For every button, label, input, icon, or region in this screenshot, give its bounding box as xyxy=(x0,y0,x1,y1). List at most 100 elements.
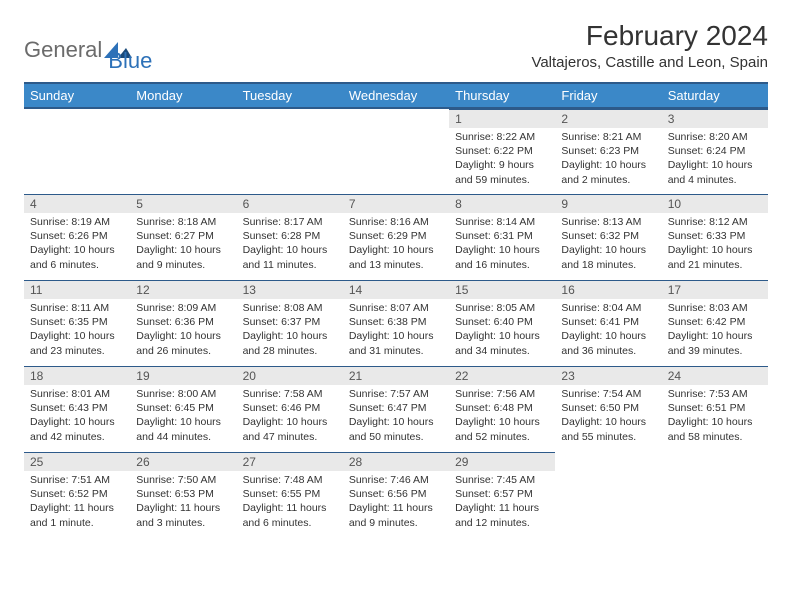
day-number: 18 xyxy=(24,366,130,385)
sunrise-text: Sunrise: 8:00 AM xyxy=(136,387,230,401)
daylight-text: Daylight: 10 hours and 34 minutes. xyxy=(455,329,549,357)
weekday-header: Tuesday xyxy=(237,83,343,108)
calendar-cell: 2Sunrise: 8:21 AMSunset: 6:23 PMDaylight… xyxy=(555,108,661,194)
title-block: February 2024 Valtajeros, Castille and L… xyxy=(531,20,768,71)
sunset-text: Sunset: 6:46 PM xyxy=(243,401,337,415)
calendar-cell: 26Sunrise: 7:50 AMSunset: 6:53 PMDayligh… xyxy=(130,452,236,538)
day-data: Sunrise: 8:21 AMSunset: 6:23 PMDaylight:… xyxy=(555,128,661,191)
sunset-text: Sunset: 6:26 PM xyxy=(30,229,124,243)
sunset-text: Sunset: 6:41 PM xyxy=(561,315,655,329)
daylight-text: Daylight: 10 hours and 9 minutes. xyxy=(136,243,230,271)
daylight-text: Daylight: 10 hours and 16 minutes. xyxy=(455,243,549,271)
day-number: 14 xyxy=(343,280,449,299)
calendar-cell: 15Sunrise: 8:05 AMSunset: 6:40 PMDayligh… xyxy=(449,280,555,366)
calendar-week: 1Sunrise: 8:22 AMSunset: 6:22 PMDaylight… xyxy=(24,108,768,194)
day-data: Sunrise: 8:18 AMSunset: 6:27 PMDaylight:… xyxy=(130,213,236,276)
sunrise-text: Sunrise: 8:04 AM xyxy=(561,301,655,315)
daylight-text: Daylight: 10 hours and 23 minutes. xyxy=(30,329,124,357)
daylight-text: Daylight: 10 hours and 6 minutes. xyxy=(30,243,124,271)
day-number: 2 xyxy=(555,109,661,128)
day-data: Sunrise: 8:13 AMSunset: 6:32 PMDaylight:… xyxy=(555,213,661,276)
calendar-cell: 24Sunrise: 7:53 AMSunset: 6:51 PMDayligh… xyxy=(662,366,768,452)
calendar-week: 25Sunrise: 7:51 AMSunset: 6:52 PMDayligh… xyxy=(24,452,768,538)
calendar-cell xyxy=(24,108,130,194)
daylight-text: Daylight: 10 hours and 21 minutes. xyxy=(668,243,762,271)
sunrise-text: Sunrise: 8:18 AM xyxy=(136,215,230,229)
daylight-text: Daylight: 11 hours and 9 minutes. xyxy=(349,501,443,529)
sunrise-text: Sunrise: 8:13 AM xyxy=(561,215,655,229)
calendar-cell xyxy=(130,108,236,194)
calendar-cell: 29Sunrise: 7:45 AMSunset: 6:57 PMDayligh… xyxy=(449,452,555,538)
month-title: February 2024 xyxy=(531,20,768,52)
calendar-week: 18Sunrise: 8:01 AMSunset: 6:43 PMDayligh… xyxy=(24,366,768,452)
sunrise-text: Sunrise: 7:57 AM xyxy=(349,387,443,401)
sunset-text: Sunset: 6:45 PM xyxy=(136,401,230,415)
daylight-text: Daylight: 10 hours and 58 minutes. xyxy=(668,415,762,443)
sunset-text: Sunset: 6:35 PM xyxy=(30,315,124,329)
day-data: Sunrise: 8:22 AMSunset: 6:22 PMDaylight:… xyxy=(449,128,555,191)
calendar-cell: 21Sunrise: 7:57 AMSunset: 6:47 PMDayligh… xyxy=(343,366,449,452)
day-number: 20 xyxy=(237,366,343,385)
sunset-text: Sunset: 6:57 PM xyxy=(455,487,549,501)
sunset-text: Sunset: 6:56 PM xyxy=(349,487,443,501)
header: General Blue February 2024 Valtajeros, C… xyxy=(24,20,768,74)
calendar-cell: 23Sunrise: 7:54 AMSunset: 6:50 PMDayligh… xyxy=(555,366,661,452)
daylight-text: Daylight: 10 hours and 4 minutes. xyxy=(668,158,762,186)
calendar-cell: 12Sunrise: 8:09 AMSunset: 6:36 PMDayligh… xyxy=(130,280,236,366)
daylight-text: Daylight: 11 hours and 12 minutes. xyxy=(455,501,549,529)
day-number: 25 xyxy=(24,452,130,471)
day-number: 17 xyxy=(662,280,768,299)
day-number: 21 xyxy=(343,366,449,385)
sunrise-text: Sunrise: 7:50 AM xyxy=(136,473,230,487)
daylight-text: Daylight: 10 hours and 39 minutes. xyxy=(668,329,762,357)
sunrise-text: Sunrise: 8:08 AM xyxy=(243,301,337,315)
location: Valtajeros, Castille and Leon, Spain xyxy=(531,54,768,71)
sunset-text: Sunset: 6:47 PM xyxy=(349,401,443,415)
calendar-table: SundayMondayTuesdayWednesdayThursdayFrid… xyxy=(24,82,768,538)
calendar-body: 1Sunrise: 8:22 AMSunset: 6:22 PMDaylight… xyxy=(24,108,768,538)
daylight-text: Daylight: 10 hours and 13 minutes. xyxy=(349,243,443,271)
daylight-text: Daylight: 10 hours and 42 minutes. xyxy=(30,415,124,443)
calendar-cell: 1Sunrise: 8:22 AMSunset: 6:22 PMDaylight… xyxy=(449,108,555,194)
calendar-cell xyxy=(555,452,661,538)
day-number: 27 xyxy=(237,452,343,471)
sunrise-text: Sunrise: 8:03 AM xyxy=(668,301,762,315)
calendar-week: 4Sunrise: 8:19 AMSunset: 6:26 PMDaylight… xyxy=(24,194,768,280)
sunset-text: Sunset: 6:24 PM xyxy=(668,144,762,158)
calendar-cell: 25Sunrise: 7:51 AMSunset: 6:52 PMDayligh… xyxy=(24,452,130,538)
day-data: Sunrise: 8:11 AMSunset: 6:35 PMDaylight:… xyxy=(24,299,130,362)
calendar-week: 11Sunrise: 8:11 AMSunset: 6:35 PMDayligh… xyxy=(24,280,768,366)
sunrise-text: Sunrise: 7:46 AM xyxy=(349,473,443,487)
day-data: Sunrise: 8:01 AMSunset: 6:43 PMDaylight:… xyxy=(24,385,130,448)
day-number: 19 xyxy=(130,366,236,385)
sunset-text: Sunset: 6:42 PM xyxy=(668,315,762,329)
day-number: 3 xyxy=(662,109,768,128)
day-number: 1 xyxy=(449,109,555,128)
calendar-cell: 7Sunrise: 8:16 AMSunset: 6:29 PMDaylight… xyxy=(343,194,449,280)
daylight-text: Daylight: 9 hours and 59 minutes. xyxy=(455,158,549,186)
weekday-header: Thursday xyxy=(449,83,555,108)
day-data: Sunrise: 8:16 AMSunset: 6:29 PMDaylight:… xyxy=(343,213,449,276)
calendar-cell: 6Sunrise: 8:17 AMSunset: 6:28 PMDaylight… xyxy=(237,194,343,280)
sunset-text: Sunset: 6:31 PM xyxy=(455,229,549,243)
calendar-cell: 27Sunrise: 7:48 AMSunset: 6:55 PMDayligh… xyxy=(237,452,343,538)
calendar-cell xyxy=(662,452,768,538)
day-data: Sunrise: 7:58 AMSunset: 6:46 PMDaylight:… xyxy=(237,385,343,448)
calendar-cell: 28 Sunrise: 7:46 AMSunset: 6:56 PMDayligh… xyxy=(343,452,449,538)
day-data: Sunrise: 8:08 AMSunset: 6:37 PMDaylight:… xyxy=(237,299,343,362)
calendar-cell: 19Sunrise: 8:00 AMSunset: 6:45 PMDayligh… xyxy=(130,366,236,452)
day-number: 12 xyxy=(130,280,236,299)
day-number: 11 xyxy=(24,280,130,299)
sunset-text: Sunset: 6:51 PM xyxy=(668,401,762,415)
sunset-text: Sunset: 6:22 PM xyxy=(455,144,549,158)
day-number: 7 xyxy=(343,194,449,213)
sunrise-text: Sunrise: 8:22 AM xyxy=(455,130,549,144)
day-data: Sunrise: 8:19 AMSunset: 6:26 PMDaylight:… xyxy=(24,213,130,276)
weekday-header: Saturday xyxy=(662,83,768,108)
day-data: Sunrise: 8:03 AMSunset: 6:42 PMDaylight:… xyxy=(662,299,768,362)
day-data: Sunrise: 8:17 AMSunset: 6:28 PMDaylight:… xyxy=(237,213,343,276)
calendar-cell: 11Sunrise: 8:11 AMSunset: 6:35 PMDayligh… xyxy=(24,280,130,366)
day-number: 28 xyxy=(343,452,449,471)
weekday-header: Monday xyxy=(130,83,236,108)
day-number: 5 xyxy=(130,194,236,213)
